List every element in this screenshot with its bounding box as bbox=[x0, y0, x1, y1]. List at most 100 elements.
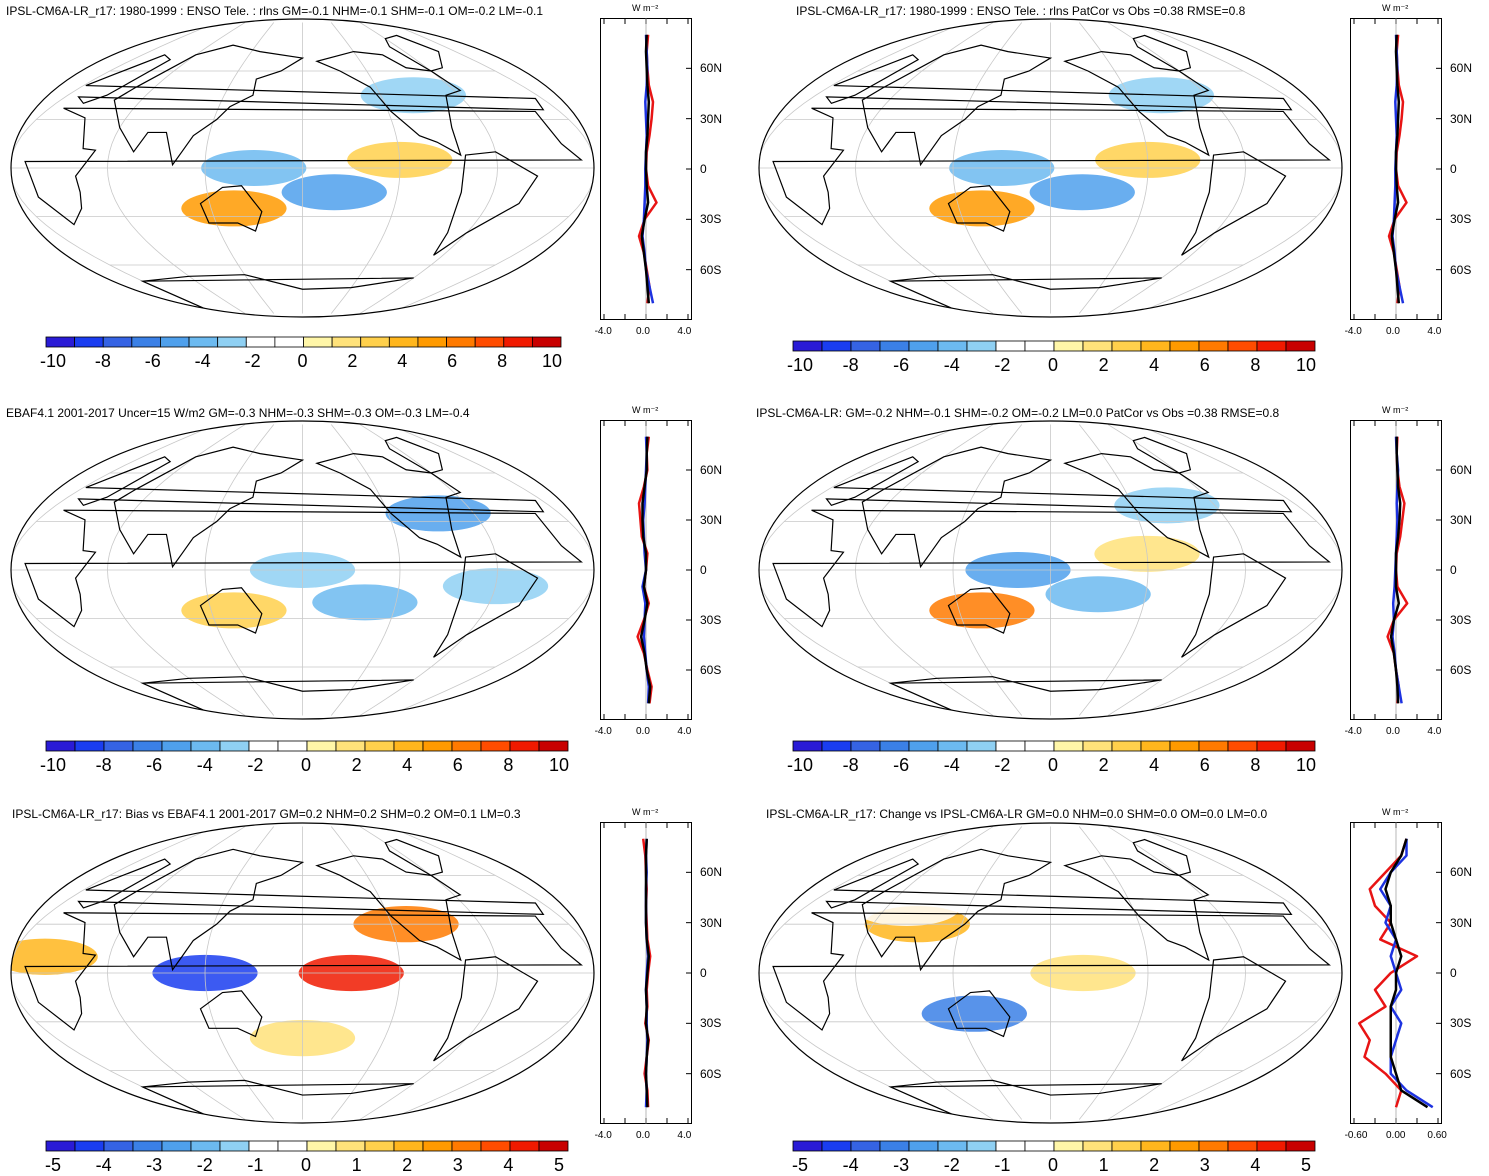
coastline bbox=[384, 436, 444, 474]
colorbar-swatch bbox=[303, 336, 333, 348]
colorbar-label: 4 bbox=[397, 351, 408, 371]
colorbar bbox=[792, 340, 1316, 352]
zonal-mean-x-label: -4.0 bbox=[594, 326, 612, 337]
colorbar-label: 6 bbox=[1199, 755, 1210, 775]
colorbar-label: -2 bbox=[196, 1155, 213, 1175]
lat-label: 0 bbox=[700, 563, 707, 577]
coastline bbox=[888, 1079, 1162, 1117]
map-anomaly-patch bbox=[181, 592, 287, 629]
colorbar-label: 0 bbox=[297, 351, 308, 371]
graticule-meridian bbox=[1136, 22, 1342, 314]
colorbar-label: -1 bbox=[247, 1155, 264, 1175]
colorbar-swatch bbox=[160, 336, 190, 348]
graticule-meridian bbox=[11, 22, 217, 314]
panel-title: EBAF4.1 2001-2017 Uncer=15 W/m2 GM=-0.3 … bbox=[6, 406, 470, 420]
graticule-meridian bbox=[1136, 424, 1342, 716]
lat-label: 30N bbox=[1450, 915, 1473, 930]
colorbar-label: 0 bbox=[1047, 755, 1058, 775]
lat-label: 60N bbox=[700, 61, 723, 76]
lat-label: 60S bbox=[700, 262, 722, 277]
map-anomaly-patch bbox=[854, 889, 960, 927]
panel-title: IPSL-CM6A-LR_r17: Change vs IPSL-CM6A-LR… bbox=[766, 807, 1268, 821]
colorbar-label: -5 bbox=[44, 1155, 61, 1175]
lat-label: 30S bbox=[700, 613, 722, 627]
colorbar-swatch bbox=[161, 740, 192, 752]
colorbar-label: 2 bbox=[1149, 1155, 1160, 1175]
colorbar-label: -8 bbox=[842, 355, 859, 375]
colorbar bbox=[792, 740, 1316, 752]
colorbar-swatch bbox=[274, 336, 304, 348]
colorbar-label: 10 bbox=[1295, 355, 1317, 375]
lat-label: 30S bbox=[1450, 613, 1472, 627]
colorbar-label: -5 bbox=[791, 1155, 808, 1175]
colorbar-swatch bbox=[393, 1140, 424, 1152]
colorbar-swatch bbox=[1285, 340, 1316, 352]
colorbar-swatch bbox=[306, 1140, 337, 1152]
colorbar-swatch bbox=[393, 740, 424, 752]
zonal-mean-x-label: 4.0 bbox=[1427, 726, 1442, 737]
colorbar-swatch bbox=[422, 1140, 453, 1152]
colorbar-swatch bbox=[966, 740, 997, 752]
colorbar-swatch bbox=[360, 336, 390, 348]
colorbar-label: 1 bbox=[351, 1155, 362, 1175]
panel-title: IPSL-CM6A-LR_r17: 1980-1999 : ENSO Tele.… bbox=[6, 4, 543, 18]
lat-label: 30S bbox=[700, 212, 722, 227]
colorbar-label: 2 bbox=[347, 351, 358, 371]
colorbar-swatch bbox=[1227, 1140, 1258, 1152]
coastline bbox=[1181, 151, 1287, 256]
colorbar-label: -2 bbox=[244, 351, 261, 371]
colorbar-swatch bbox=[103, 1140, 134, 1152]
colorbar-label: -8 bbox=[842, 755, 859, 775]
lat-label: 60S bbox=[1450, 663, 1472, 677]
colorbar-label: 6 bbox=[452, 755, 463, 775]
colorbar-label: 0 bbox=[300, 755, 311, 775]
graticule-meridian bbox=[759, 826, 965, 1120]
colorbar-swatch bbox=[850, 740, 881, 752]
lat-label: 30N bbox=[1450, 111, 1473, 126]
colorbar-label: -6 bbox=[893, 755, 910, 775]
zonal-mean-x-label: 0.00 bbox=[1386, 1130, 1406, 1141]
colorbar-label: 8 bbox=[1250, 355, 1261, 375]
colorbar-swatch bbox=[879, 740, 910, 752]
zonal-mean-x-label: -4.0 bbox=[594, 1130, 612, 1141]
zonal-mean-plot bbox=[1350, 822, 1442, 1124]
colorbar-label: -4 bbox=[842, 1155, 859, 1175]
colorbar-swatch bbox=[850, 340, 881, 352]
zonal-mean-units: W m⁻² bbox=[632, 3, 659, 13]
colorbar-label: -4 bbox=[196, 755, 213, 775]
colorbar-label: -4 bbox=[95, 1155, 112, 1175]
colorbar-swatch bbox=[879, 340, 910, 352]
panel-title: IPSL-CM6A-LR_r17: 1980-1999 : ENSO Tele.… bbox=[796, 4, 1246, 18]
colorbar-swatch bbox=[74, 740, 105, 752]
colorbar-label: -1 bbox=[994, 1155, 1011, 1175]
colorbar-swatch bbox=[995, 1140, 1026, 1152]
coastline bbox=[772, 509, 1331, 628]
zonal-mean-x-label: 0.60 bbox=[1427, 1130, 1447, 1141]
colorbar-label: -2 bbox=[994, 355, 1011, 375]
coastline bbox=[861, 446, 1053, 569]
coastline bbox=[1132, 34, 1192, 72]
colorbar-label: 0 bbox=[1047, 355, 1058, 375]
graticule-meridian bbox=[107, 424, 246, 716]
panel-title: IPSL-CM6A-LR: GM=-0.2 NHM=-0.1 SHM=-0.2 … bbox=[756, 406, 1280, 420]
colorbar-label: -4 bbox=[943, 755, 960, 775]
colorbar-label: -10 bbox=[786, 355, 813, 375]
colorbar-swatch bbox=[937, 740, 968, 752]
colorbar-swatch bbox=[335, 1140, 366, 1152]
coastline bbox=[888, 274, 1162, 311]
map-border bbox=[10, 18, 595, 318]
zonal-mean-x-label: 4.0 bbox=[1427, 326, 1442, 337]
colorbar-label: 0 bbox=[1047, 1155, 1058, 1175]
graticule-meridian bbox=[11, 826, 217, 1120]
colorbar-label: 4 bbox=[503, 1155, 514, 1175]
colorbar-swatch bbox=[1111, 740, 1142, 752]
map-anomaly-patch bbox=[312, 584, 418, 621]
colorbar-swatch bbox=[422, 740, 453, 752]
colorbar-swatch bbox=[1256, 1140, 1287, 1152]
colorbar-label: 10 bbox=[541, 351, 563, 371]
coastline bbox=[315, 50, 462, 157]
map-anomaly-patch bbox=[929, 592, 1035, 629]
colorbar-swatch bbox=[908, 1140, 939, 1152]
colorbar-swatch bbox=[821, 1140, 852, 1152]
colorbar-swatch bbox=[45, 740, 76, 752]
